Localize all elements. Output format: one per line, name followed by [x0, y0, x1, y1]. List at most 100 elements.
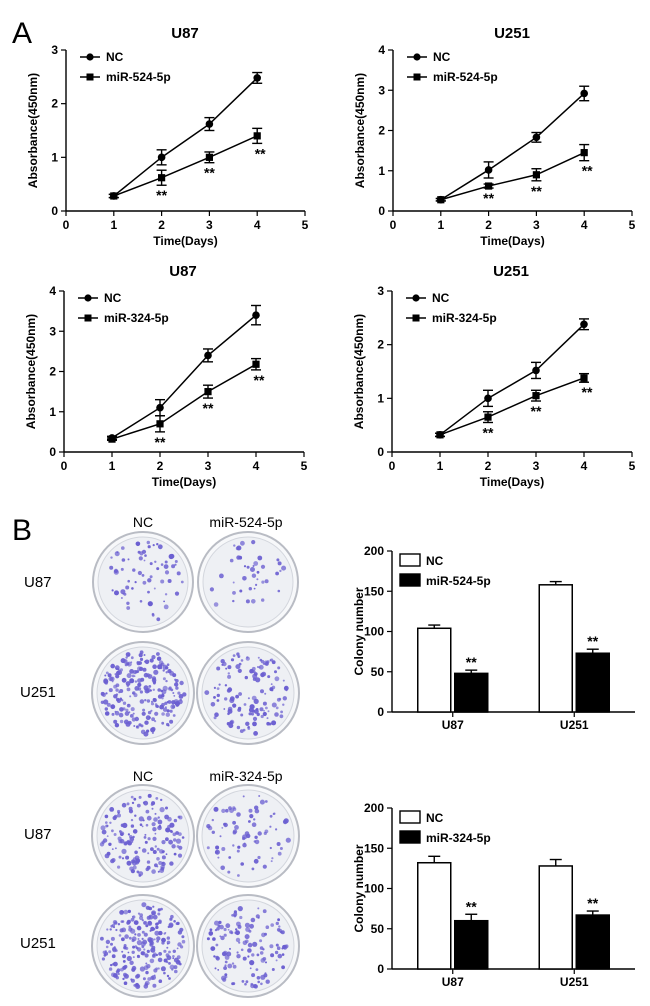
colony-dot — [181, 935, 185, 939]
colony-dot — [270, 860, 273, 863]
colony-dot — [237, 654, 241, 658]
y-tick-label: 2 — [49, 365, 56, 379]
colony-dot — [225, 808, 229, 813]
colony-dot — [121, 802, 127, 808]
colony-dot — [251, 867, 255, 871]
colony-dot — [282, 696, 287, 701]
colony-dot — [161, 697, 164, 700]
colony-dot — [123, 981, 128, 985]
data-point — [158, 174, 166, 182]
colony-dot — [237, 845, 241, 849]
colony-dot — [242, 834, 248, 840]
colony-dot — [165, 853, 168, 856]
colony-dot — [117, 923, 121, 926]
data-point — [252, 360, 260, 368]
colony-dot — [127, 558, 130, 561]
colony-dot — [124, 841, 128, 846]
colony-dot — [121, 848, 127, 855]
colony-dot — [104, 814, 109, 819]
colony-dot — [147, 590, 150, 594]
colony-dot — [137, 954, 140, 958]
colony-dot — [113, 921, 118, 925]
colony-dot — [211, 818, 214, 822]
colony-dot — [271, 968, 275, 971]
colony-dot — [254, 805, 259, 810]
colony-dot — [164, 701, 168, 705]
colony-dot — [104, 950, 108, 953]
bar — [454, 919, 489, 970]
colony-dot — [160, 798, 163, 802]
colony-dot — [157, 908, 161, 912]
colony-dot — [101, 957, 105, 961]
colony-dot — [138, 653, 143, 658]
colony-dot — [227, 928, 230, 931]
colony-dot — [256, 953, 260, 957]
colony-dot — [247, 942, 253, 948]
colony-dot — [219, 935, 222, 938]
colony-dot — [130, 656, 134, 660]
colony-dot — [217, 924, 221, 928]
colony-dot — [166, 828, 171, 833]
colony-dot — [264, 800, 268, 803]
colony-dot — [226, 951, 232, 957]
colony-dot — [151, 975, 157, 980]
colony-dot — [146, 687, 151, 693]
colony-dot — [160, 663, 163, 665]
colony-dot — [237, 668, 242, 674]
colony-dot — [260, 982, 263, 986]
data-point — [253, 132, 261, 140]
colony-dot — [142, 977, 146, 981]
colony-bar-chart: 0 50 100 150 200 Colony number U87 ** U251 ** NC mi… — [352, 801, 635, 989]
x-tick-label: 5 — [301, 459, 308, 473]
colony-dot — [104, 853, 110, 859]
colony-dot — [125, 585, 130, 590]
colony-dot — [155, 797, 159, 800]
colony-dot — [125, 656, 128, 659]
data-point — [157, 153, 166, 162]
colony-dot — [256, 976, 261, 980]
colony-dot — [260, 714, 264, 719]
colony-dot — [216, 693, 220, 698]
colony-dot — [243, 703, 247, 706]
colony-dot — [176, 947, 179, 950]
bar — [575, 914, 610, 970]
colony-dot — [277, 851, 282, 856]
colony-dot — [218, 920, 222, 925]
colony-dot — [162, 664, 168, 670]
colony-dot — [232, 807, 237, 811]
colony-dot — [151, 612, 155, 616]
colony-dot — [132, 692, 135, 695]
colony-dot — [125, 855, 130, 860]
colony-dot — [155, 953, 158, 957]
colony-dot — [152, 914, 158, 920]
colony-dot — [242, 576, 247, 581]
colony-dot — [250, 983, 255, 989]
colony-dot — [173, 695, 176, 697]
legend-marker — [413, 53, 421, 61]
data-point — [532, 392, 540, 400]
colony-dot — [151, 910, 157, 916]
colony-dot — [262, 701, 267, 706]
colony-dot — [113, 814, 118, 819]
data-point — [484, 394, 492, 403]
colony-dot — [265, 961, 267, 964]
chart-title: U87 — [169, 263, 197, 280]
colony-dot — [152, 983, 157, 988]
colony-dot — [237, 874, 240, 877]
colony-dot — [156, 936, 161, 941]
colony-dot — [223, 933, 227, 937]
colony-dot — [109, 928, 112, 931]
colony-dot — [240, 659, 244, 662]
colony-dot — [260, 974, 266, 980]
colony-dot — [215, 845, 220, 850]
colony-dot — [159, 868, 165, 873]
colony-dot — [140, 941, 146, 947]
colony-dot — [269, 944, 274, 949]
colony-dot — [154, 560, 157, 563]
bar — [417, 861, 452, 970]
chart-title: U251 — [493, 263, 529, 280]
colony-dot — [114, 723, 120, 728]
legend-label: miR-324-5p — [432, 311, 497, 325]
colony-dot — [169, 719, 174, 724]
